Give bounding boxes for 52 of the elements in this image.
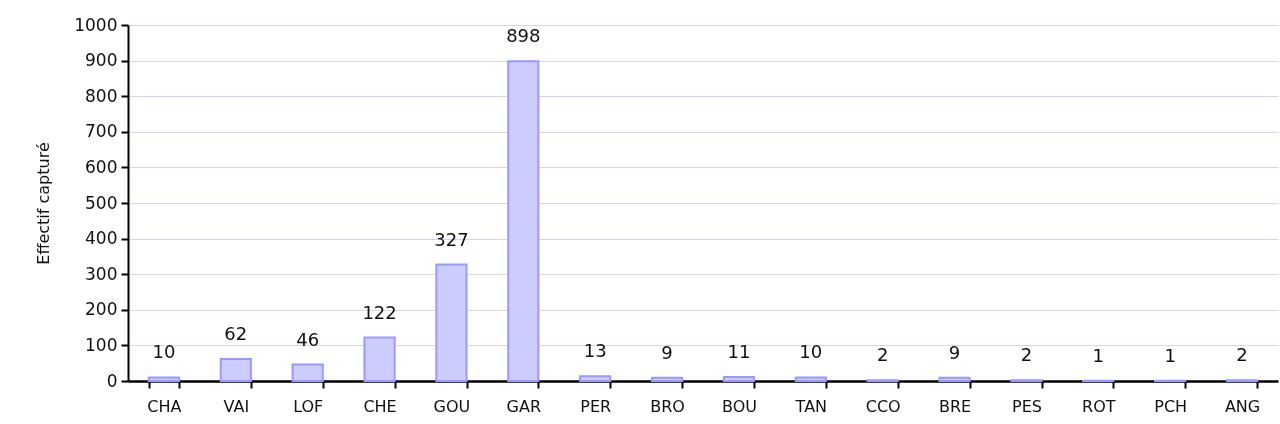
data-label: 327 [434, 228, 469, 250]
y-tick-label: 900 [85, 50, 118, 71]
x-tick-label: TAN [794, 396, 828, 416]
data-label: 10 [799, 341, 823, 363]
x-tick-label: GOU [433, 396, 471, 416]
bar [722, 376, 756, 382]
y-tick-label: 800 [85, 85, 118, 106]
x-tick-label: PES [1011, 396, 1042, 416]
data-label: 898 [506, 25, 541, 47]
data-label: 1 [1164, 344, 1176, 366]
data-label: 62 [224, 322, 248, 344]
bar [794, 376, 827, 382]
x-tick-label: CCO [865, 396, 901, 416]
bar [938, 376, 971, 382]
y-tick-label: 600 [85, 156, 118, 177]
data-label: 9 [948, 341, 961, 363]
x-tick-label: BOU [721, 396, 757, 416]
y-tick-label: 400 [85, 228, 118, 249]
data-label: 2 [1236, 344, 1248, 366]
bar [650, 376, 684, 382]
data-label: 10 [152, 341, 176, 363]
bar [219, 357, 252, 382]
y-tick-label: 100 [85, 334, 118, 355]
x-tick-label: CHA [147, 396, 182, 416]
data-label: 1 [1092, 344, 1105, 366]
x-tick-label: PCH [1154, 396, 1188, 416]
x-tick-label: GAR [506, 396, 542, 416]
y-tick-label: 200 [85, 299, 118, 320]
y-axis-title: Effectif capturé [34, 142, 54, 265]
data-label: 2 [1020, 344, 1033, 366]
data-label: 2 [876, 344, 889, 366]
x-tick-label: VAI [223, 396, 250, 416]
bar [147, 376, 181, 382]
y-tick-label: 300 [85, 263, 118, 284]
data-label: 46 [296, 328, 320, 350]
x-tick-label: BRE [938, 396, 972, 416]
y-tick-label: 500 [85, 192, 118, 213]
x-tick-label: CHE [363, 396, 397, 416]
x-tick-label: LOF [293, 396, 324, 416]
data-label: 122 [362, 301, 397, 323]
y-tick-label: 700 [85, 121, 118, 142]
bar [291, 363, 324, 382]
data-label: 13 [583, 340, 607, 362]
y-tick-label: 1000 [74, 14, 118, 35]
data-label: 9 [661, 341, 673, 363]
x-tick-label: ANG [1224, 396, 1261, 416]
y-tick-label: 0 [106, 370, 118, 391]
data-label: 11 [727, 341, 751, 363]
x-tick-label: ROT [1082, 396, 1116, 416]
x-tick-label: BRO [650, 396, 685, 416]
x-tick-label: PER [580, 396, 612, 416]
bar [579, 375, 612, 382]
